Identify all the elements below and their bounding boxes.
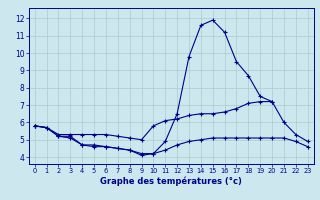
X-axis label: Graphe des températures (°c): Graphe des températures (°c) (100, 177, 242, 186)
